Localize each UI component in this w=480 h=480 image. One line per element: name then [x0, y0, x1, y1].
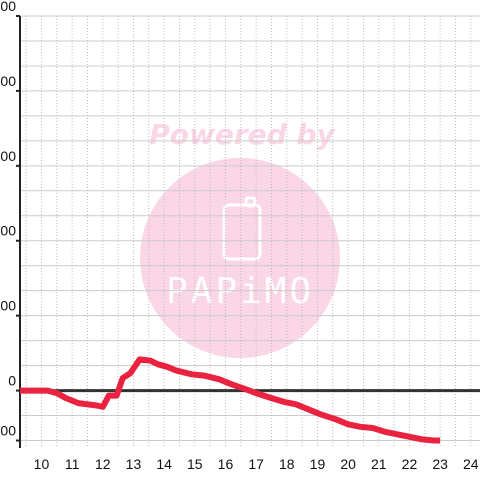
series-line	[20, 356, 441, 444]
x-tick-label: 16	[218, 456, 234, 472]
x-tick-label: 13	[126, 456, 142, 472]
grid	[20, 15, 480, 448]
x-tick-label: 12	[95, 456, 111, 472]
y-tick-label: -20,000	[0, 423, 16, 439]
x-tick-label: 19	[310, 456, 326, 472]
watermark: Powered by PAPiMO	[140, 118, 340, 358]
x-tick-label: 22	[402, 456, 418, 472]
y-tick-label: 60,000	[0, 223, 16, 239]
watermark-brand: PAPiMO	[166, 271, 314, 312]
x-tick-label: 24	[463, 456, 479, 472]
y-tick-label: 30,000	[0, 298, 16, 314]
series-layer	[20, 356, 441, 444]
y-tick-label: 120,000	[0, 73, 16, 89]
x-tick-label: 10	[34, 456, 50, 472]
x-tick-label: 14	[156, 456, 172, 472]
y-tick-label: 90,000	[0, 148, 16, 164]
x-tick-label: 20	[340, 456, 356, 472]
watermark-text: Powered by	[149, 118, 336, 151]
y-tick-label: 0	[8, 373, 16, 389]
phone-icon	[222, 196, 262, 261]
y-tick-label: 150,000	[0, 0, 16, 14]
x-tick-label: 15	[187, 456, 203, 472]
x-tick-label: 17	[248, 456, 264, 472]
x-tick-label: 18	[279, 456, 295, 472]
x-tick-label: 21	[371, 456, 387, 472]
x-tick-label: 23	[432, 456, 448, 472]
x-tick-label: 11	[65, 456, 80, 472]
